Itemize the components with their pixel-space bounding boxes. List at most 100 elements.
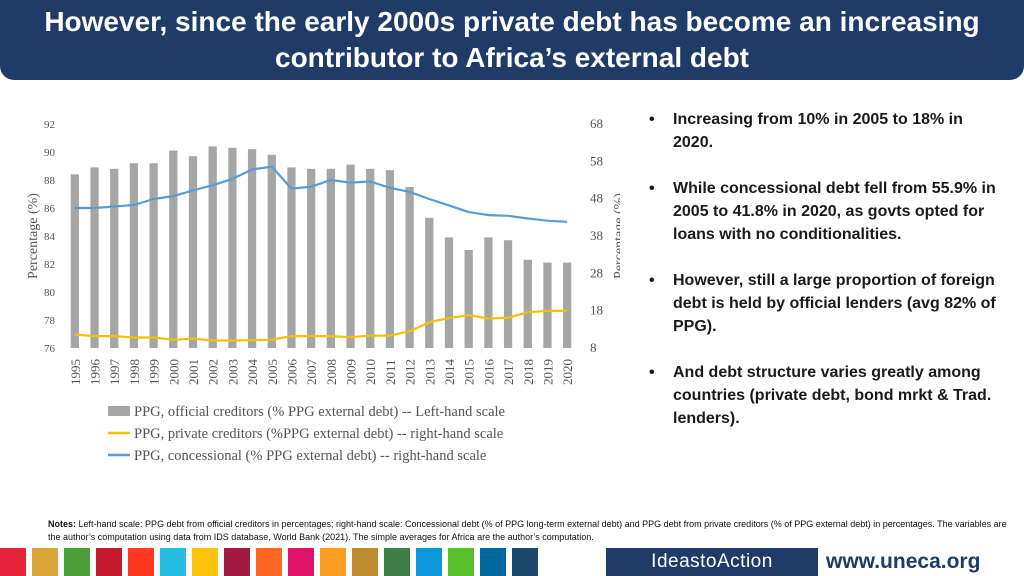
x-tick-label: 2001 [186, 359, 201, 385]
bar-official [484, 237, 493, 348]
sdg-tile [160, 548, 186, 576]
x-tick-label: 1996 [88, 359, 103, 386]
legend-label: PPG, concessional (% PPG external debt) … [134, 448, 486, 464]
y-axis-title-left: Percentage (%) [26, 193, 41, 279]
bar-official [90, 167, 99, 348]
y-axis-title-right: Percentage (%) [612, 193, 620, 279]
sdg-tile [128, 548, 154, 576]
sdg-tile [96, 548, 122, 576]
x-tick-label: 2020 [560, 359, 575, 385]
title-bar: However, since the early 2000s private d… [0, 0, 1024, 80]
bar-official [464, 250, 473, 348]
bullet-dot: • [649, 272, 655, 289]
y-tick-left: 92 [44, 119, 55, 131]
bullet-text: And debt structure varies greatly among … [673, 364, 992, 427]
line-private [74, 309, 568, 342]
bar-official [228, 147, 237, 348]
x-tick-label: 2019 [540, 359, 555, 385]
bullet-item-1: • Increasing from 10% in 2005 to 18% in 2… [645, 108, 1005, 154]
x-tick-label: 2017 [501, 359, 516, 386]
bar-official [405, 187, 414, 348]
sdg-tile [288, 548, 314, 576]
x-tick-label: 2007 [304, 359, 319, 386]
x-tick-label: 2008 [324, 359, 339, 385]
x-tick-label: 1997 [107, 359, 122, 386]
legend-label: PPG, official creditors (% PPG external … [134, 404, 505, 420]
bar-official [169, 150, 178, 348]
legend-swatch-bar [108, 406, 130, 416]
bullet-item-2: • While concessional debt fell from 55.9%… [645, 177, 1005, 246]
x-tick-label: 2011 [383, 359, 398, 385]
bullet-dot: • [649, 364, 655, 381]
bullet-dot: • [649, 180, 655, 197]
x-tick-label: 2015 [462, 359, 477, 385]
x-tick-label: 1995 [68, 359, 83, 385]
bar-official [70, 174, 79, 348]
bar-official [326, 168, 335, 348]
x-tick-label: 1998 [127, 359, 142, 385]
bar-official [346, 164, 355, 348]
notes-label: Notes: [48, 519, 77, 529]
bar-official [366, 168, 375, 348]
page-title: However, since the early 2000s private d… [44, 6, 980, 73]
legend-label: PPG, private creditors (%PPG external de… [134, 426, 503, 442]
bullet-text: However, still a large proportion of for… [673, 272, 996, 335]
notes-text: Left-hand scale: PPG debt from official … [48, 519, 1007, 542]
bullet-item-4: • And debt structure varies greatly among… [645, 361, 1005, 430]
bar-official [149, 163, 158, 348]
sdg-tile [512, 548, 538, 576]
bar-official [503, 240, 513, 348]
debt-chart: 76 78 80 82 84 86 88 90 92 8 18 28 38 48 58 68 Percentag… [26, 116, 620, 464]
bar-official [523, 259, 532, 348]
bar-official [129, 163, 139, 348]
x-tick-label: 1999 [147, 359, 162, 385]
x-tick-label: 2000 [166, 359, 181, 385]
y-tick-left: 76 [44, 343, 56, 355]
x-tick-label: 2003 [225, 359, 240, 385]
y-tick-left: 86 [44, 203, 56, 215]
y-tick-right: 68 [590, 116, 603, 131]
bar-official [208, 146, 217, 348]
y-tick-left: 80 [44, 287, 56, 299]
bullet-list: • Increasing from 10% in 2005 to 18% in 2… [645, 108, 1005, 453]
sdg-tile [480, 548, 506, 576]
line-concessional [74, 165, 568, 223]
bullet-text: While concessional debt fell from 55.9% … [673, 180, 996, 243]
x-tick-label: 2002 [206, 359, 221, 385]
x-tick-label: 2010 [363, 359, 378, 385]
notes: Notes: Left-hand scale: PPG debt from of… [48, 518, 1008, 544]
plot-area: 76 78 80 82 84 86 88 90 92 8 18 28 38 48 58 68 Percentag… [26, 116, 620, 385]
y-tick-left: 82 [44, 259, 55, 271]
bullet-text: Increasing from 10% in 2005 to 18% in 20… [673, 111, 963, 151]
footer: IdeastoAction www.uneca.org [0, 548, 1024, 576]
sdg-tile [64, 548, 90, 576]
x-tick-label: 2005 [265, 359, 280, 385]
bar-official [543, 262, 552, 348]
y-tick-right: 8 [590, 340, 597, 355]
bar-official [307, 168, 316, 348]
sdg-color-strip [0, 548, 544, 576]
x-tick-label: 2012 [403, 359, 418, 385]
y-tick-right: 48 [590, 191, 603, 206]
bar-official [267, 154, 276, 348]
bar-official [247, 149, 257, 348]
bar-official [287, 167, 296, 348]
bar-official [188, 156, 198, 348]
bar-official [425, 217, 434, 348]
x-tick-label: 2018 [521, 359, 536, 385]
x-tick-label: 2016 [481, 359, 496, 386]
bar-official [444, 237, 454, 348]
x-tick-label: 2004 [245, 359, 260, 386]
legend: PPG, official creditors (% PPG external … [108, 404, 505, 464]
bar-official [563, 262, 572, 348]
sdg-tile [224, 548, 250, 576]
sdg-tile [448, 548, 474, 576]
website-link[interactable]: www.uneca.org [826, 550, 981, 573]
sdg-tile [0, 548, 26, 576]
y-tick-right: 38 [590, 228, 603, 243]
sdg-tile [320, 548, 346, 576]
x-tick-label: 2013 [422, 359, 437, 385]
x-tick-label: 2014 [442, 359, 457, 386]
y-tick-left: 78 [44, 315, 56, 327]
x-tick-label: 2006 [284, 359, 299, 386]
